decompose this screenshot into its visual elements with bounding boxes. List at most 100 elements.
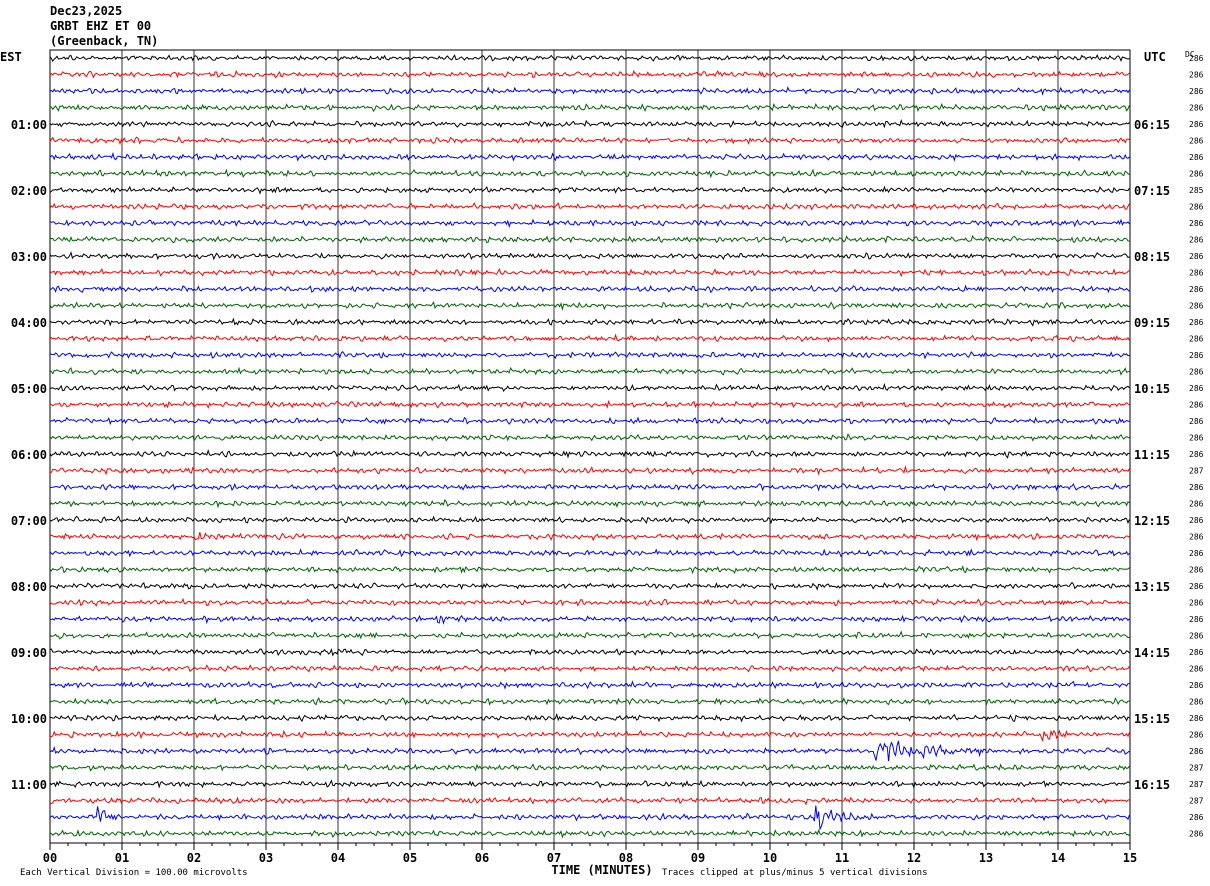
- trace-row: [49, 712, 1130, 723]
- dc-offset-value: 286: [1189, 681, 1204, 690]
- dc-offset-value: 286: [1189, 615, 1204, 624]
- trace-row: [49, 284, 1130, 294]
- dc-offset-value: 286: [1189, 549, 1204, 558]
- x-tick-label: 02: [187, 851, 201, 865]
- dc-offset-value: 287: [1189, 797, 1204, 806]
- dc-offset-value: 286: [1189, 434, 1204, 443]
- dc-offset-value: 286: [1189, 87, 1204, 96]
- trace-row: [49, 86, 1130, 96]
- dc-offset-value: 286: [1189, 813, 1204, 822]
- x-tick-label: 03: [259, 851, 273, 865]
- dc-offset-value: 287: [1189, 780, 1204, 789]
- trace-row: [49, 531, 1130, 542]
- right-hour-label: 10:15: [1134, 382, 1170, 396]
- footer-clip-note: Traces clipped at plus/minus 5 vertical …: [662, 868, 928, 878]
- dc-offset-value: 286: [1189, 252, 1204, 261]
- dc-offset-value: 286: [1189, 533, 1204, 542]
- trace-row: [49, 565, 1130, 575]
- trace-row: [49, 135, 1130, 146]
- x-tick-label: 11: [835, 851, 849, 865]
- right-hour-label: 12:15: [1134, 514, 1170, 528]
- dc-offset-value: 286: [1189, 120, 1204, 129]
- x-tick-label: 05: [403, 851, 417, 865]
- trace-row: [49, 515, 1130, 525]
- left-hour-label: 06:00: [11, 448, 47, 462]
- left-hour-label: 05:00: [11, 382, 47, 396]
- trace-row: [49, 151, 1130, 162]
- x-tick-label: 07: [547, 851, 561, 865]
- dc-offset-value: 286: [1189, 54, 1204, 63]
- x-tick-label: 04: [331, 851, 345, 865]
- x-tick-label: 01: [115, 851, 129, 865]
- dc-offset-value: 286: [1189, 71, 1204, 80]
- trace-row: [49, 399, 1130, 409]
- left-hour-label: 03:00: [11, 250, 47, 264]
- dc-offset-value: 286: [1189, 516, 1204, 525]
- right-hour-label: 14:15: [1134, 646, 1170, 660]
- trace-row: [49, 465, 1130, 476]
- left-hour-label: 10:00: [11, 712, 47, 726]
- dc-offset-value: 286: [1189, 450, 1204, 459]
- trace-row: [49, 614, 1130, 625]
- right-hour-label: 16:15: [1134, 778, 1170, 792]
- right-hour-label: 06:15: [1134, 118, 1170, 132]
- dc-offset-value: 286: [1189, 153, 1204, 162]
- left-hour-label: 04:00: [11, 316, 47, 330]
- dc-offset-value: 286: [1189, 219, 1204, 228]
- trace-row: [49, 251, 1130, 261]
- trace-row: [49, 317, 1130, 327]
- x-tick-label: 10: [763, 851, 777, 865]
- dc-offset-value: 286: [1189, 384, 1204, 393]
- trace-row: [49, 119, 1130, 129]
- trace-row: [49, 763, 1130, 772]
- trace-row: [49, 796, 1130, 806]
- dc-offset-value: 285: [1189, 186, 1204, 195]
- trace-row: [49, 779, 1130, 789]
- dc-header: DC: [1185, 50, 1195, 59]
- right-hour-label: 15:15: [1134, 712, 1170, 726]
- dc-offset-value: 286: [1189, 417, 1204, 426]
- x-tick-label: 12: [907, 851, 921, 865]
- header-station: GRBT EHZ ET 00: [50, 19, 152, 33]
- dc-offset-value: 286: [1189, 731, 1204, 740]
- dc-offset-value: 286: [1189, 318, 1204, 327]
- trace-row: [49, 482, 1130, 492]
- trace-row: [49, 433, 1130, 442]
- left-hour-label: 07:00: [11, 514, 47, 528]
- trace-row: [49, 829, 1130, 839]
- trace-row: [49, 382, 1130, 393]
- dc-offset-value: 286: [1189, 714, 1204, 723]
- trace-row: [49, 648, 1130, 657]
- trace-row: [49, 416, 1130, 426]
- x-tick-label: 08: [619, 851, 633, 865]
- dc-offset-value: 286: [1189, 582, 1204, 591]
- plot-frame: [49, 49, 1131, 844]
- x-tick-label: 15: [1123, 851, 1137, 865]
- dc-offset-value: 286: [1189, 170, 1204, 179]
- dc-offset-value: 286: [1189, 698, 1204, 707]
- trace-row: [49, 581, 1130, 591]
- x-axis-title: TIME (MINUTES): [551, 863, 652, 877]
- trace-row: [49, 366, 1130, 376]
- dc-offset-value: 286: [1189, 285, 1204, 294]
- trace-row: [49, 449, 1130, 459]
- trace-row: [49, 201, 1130, 211]
- left-hour-label: 08:00: [11, 580, 47, 594]
- dc-offset-value: 286: [1189, 500, 1204, 509]
- dc-offset-value: 286: [1189, 566, 1204, 575]
- dc-offset-value: 286: [1189, 236, 1204, 245]
- right-hour-label: 08:15: [1134, 250, 1170, 264]
- trace-row: [49, 53, 1130, 63]
- trace-row: [49, 805, 1130, 831]
- dc-offset-value: 286: [1189, 830, 1204, 839]
- trace-row: [49, 548, 1130, 558]
- dc-offset-value: 286: [1189, 632, 1204, 641]
- right-timezone-label: UTC: [1144, 50, 1166, 64]
- trace-row: [49, 740, 1130, 762]
- dc-offset-value: 286: [1189, 104, 1204, 113]
- left-hour-label: 02:00: [11, 184, 47, 198]
- right-hour-label: 07:15: [1134, 184, 1170, 198]
- dc-offset-value: 286: [1189, 368, 1204, 377]
- x-tick-label: 06: [475, 851, 489, 865]
